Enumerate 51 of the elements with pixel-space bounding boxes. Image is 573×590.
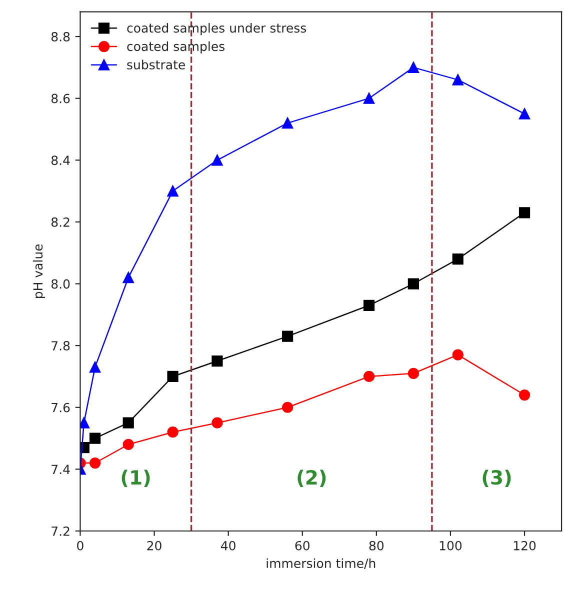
point (122, 417, 134, 428)
x-tick-label: 20 (147, 540, 162, 550)
point (452, 74, 464, 86)
annotation: (2) (298, 470, 326, 488)
point (363, 300, 375, 311)
point (518, 207, 530, 218)
x-tick-label: 60 (295, 540, 310, 550)
point (363, 370, 375, 382)
point (518, 108, 530, 120)
point (212, 355, 223, 367)
y-tick-label: 7.2 (52, 526, 70, 536)
point (167, 185, 178, 197)
point (89, 362, 101, 373)
point (408, 368, 419, 379)
point (452, 253, 464, 265)
y-tick-label: 7.8 (52, 341, 70, 350)
point (452, 349, 464, 360)
legend-label: coated samples (127, 41, 224, 54)
point (282, 402, 294, 413)
x-axis-title: immersion time/h (266, 558, 376, 570)
point (282, 118, 294, 129)
annotation: (3) (482, 470, 511, 488)
point (122, 272, 134, 284)
legend-label: coated samples under stress (127, 23, 306, 36)
point (212, 417, 223, 428)
point (89, 432, 101, 444)
point (122, 438, 134, 450)
y-tick-label: 8.4 (51, 156, 70, 166)
y-tick-label: 7.4 (52, 464, 70, 474)
point (212, 154, 223, 166)
point (408, 62, 419, 73)
y-tick-label: 8.6 (51, 94, 70, 104)
point (167, 426, 178, 438)
x-tick-label: 0 (77, 540, 84, 550)
annotation: (1) (122, 470, 150, 488)
y-tick-label: 7.6 (52, 402, 70, 412)
point (363, 92, 375, 104)
y-tick-label: 8.8 (51, 32, 70, 42)
point (408, 278, 419, 290)
point (89, 457, 101, 469)
x-tick-label: 100 (440, 540, 462, 550)
point (518, 389, 530, 401)
legend-label: substrate (127, 60, 185, 70)
y-tick-label: 8.2 (51, 217, 70, 227)
x-tick-label: 80 (369, 540, 384, 550)
x-tick-label: 120 (514, 540, 536, 550)
y-tick-label: 8.0 (51, 279, 70, 289)
point (282, 330, 294, 342)
x-tick-label: 40 (220, 540, 236, 550)
y-axis-title: pH value (32, 244, 46, 298)
point (167, 370, 178, 382)
